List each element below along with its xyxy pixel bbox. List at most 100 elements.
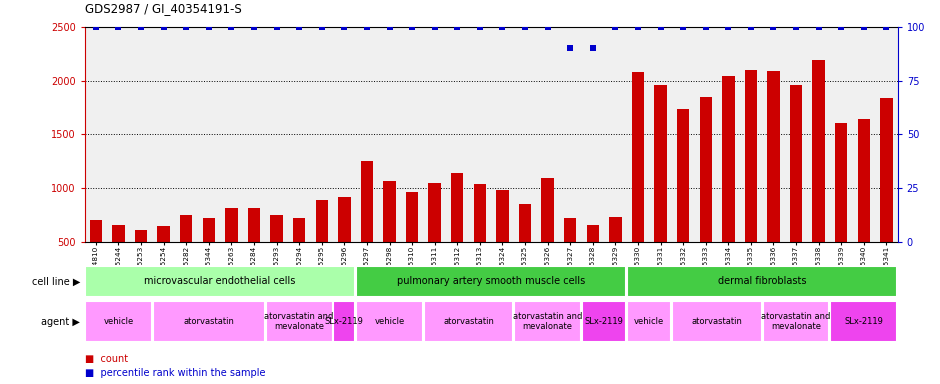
Point (133, 24, 149, 30)
Text: atorvastatin and
mevalonate: atorvastatin and mevalonate (264, 312, 334, 331)
Point (698, 24, 713, 30)
Bar (361, 161, 373, 296)
Bar (632, 72, 644, 296)
Point (359, 24, 374, 30)
Bar (672, 301, 761, 342)
Text: atorvastatin and
mevalonate: atorvastatin and mevalonate (761, 312, 831, 331)
Point (811, 24, 826, 30)
Text: atorvastatin: atorvastatin (443, 317, 494, 326)
Bar (564, 218, 576, 296)
Bar (248, 207, 260, 296)
Point (314, 24, 329, 30)
Bar (514, 301, 581, 342)
Text: GDS2987 / GI_40354191-S: GDS2987 / GI_40354191-S (85, 2, 242, 15)
Bar (587, 225, 599, 296)
Bar (89, 220, 102, 296)
Bar (157, 226, 170, 296)
Text: SLx-2119: SLx-2119 (585, 317, 623, 326)
Point (879, 24, 894, 30)
Point (676, 24, 691, 30)
Point (156, 24, 171, 30)
Bar (541, 179, 554, 296)
Point (382, 24, 397, 30)
Bar (424, 301, 513, 342)
Point (856, 24, 871, 30)
Point (518, 24, 533, 30)
Bar (316, 200, 328, 296)
Point (88, 24, 103, 30)
Bar (203, 218, 215, 296)
Bar (384, 180, 396, 296)
Bar (609, 217, 621, 296)
Bar (334, 301, 355, 342)
Point (721, 24, 736, 30)
Bar (744, 70, 757, 296)
Point (246, 24, 261, 30)
Point (472, 24, 487, 30)
Bar (857, 119, 870, 296)
Text: SLx-2119: SLx-2119 (844, 317, 884, 326)
Point (744, 24, 759, 30)
Text: agent ▶: agent ▶ (41, 316, 80, 327)
Text: atorvastatin: atorvastatin (692, 317, 743, 326)
Point (224, 24, 239, 30)
Text: ■  percentile rank within the sample: ■ percentile rank within the sample (85, 368, 265, 378)
Point (540, 24, 556, 30)
Bar (356, 301, 423, 342)
Bar (654, 85, 666, 296)
Bar (830, 301, 898, 342)
Bar (677, 109, 689, 296)
Point (563, 45, 578, 51)
Bar (429, 183, 441, 296)
Point (201, 24, 216, 30)
Point (653, 24, 668, 30)
Text: vehicle: vehicle (103, 317, 133, 326)
Bar (835, 122, 848, 296)
Point (427, 24, 442, 30)
Bar (112, 225, 125, 296)
Text: vehicle: vehicle (374, 317, 404, 326)
Bar (722, 76, 734, 296)
Point (789, 24, 804, 30)
Bar (627, 301, 671, 342)
Point (449, 24, 464, 30)
Point (111, 24, 126, 30)
Point (766, 24, 781, 30)
Bar (451, 173, 463, 296)
Bar (338, 197, 351, 296)
Text: pulmonary artery smooth muscle cells: pulmonary artery smooth muscle cells (397, 276, 586, 286)
Point (179, 24, 194, 30)
Text: atorvastatin: atorvastatin (183, 317, 234, 326)
Point (404, 24, 419, 30)
Bar (271, 215, 283, 296)
Bar (519, 204, 531, 296)
Bar (180, 215, 193, 296)
Bar (474, 184, 486, 296)
Text: cell line ▶: cell line ▶ (32, 276, 80, 286)
Bar (85, 266, 355, 297)
Bar (582, 301, 626, 342)
Text: dermal fibroblasts: dermal fibroblasts (718, 276, 807, 286)
Bar (293, 218, 306, 296)
Bar (406, 192, 418, 296)
Point (337, 24, 352, 30)
Text: atorvastatin and
mevalonate: atorvastatin and mevalonate (513, 312, 582, 331)
Bar (153, 301, 265, 342)
Bar (762, 301, 829, 342)
Bar (812, 60, 825, 296)
Bar (790, 85, 802, 296)
Bar (356, 266, 626, 297)
Point (608, 24, 623, 30)
Bar (699, 97, 712, 296)
Point (631, 24, 646, 30)
Bar (627, 266, 898, 297)
Bar (85, 301, 152, 342)
Text: vehicle: vehicle (634, 317, 665, 326)
Text: ■  count: ■ count (85, 354, 128, 364)
Bar (266, 301, 333, 342)
Bar (880, 98, 893, 296)
Bar (496, 190, 509, 296)
Point (495, 24, 510, 30)
Point (269, 24, 284, 30)
Text: SLx-2119: SLx-2119 (325, 317, 364, 326)
